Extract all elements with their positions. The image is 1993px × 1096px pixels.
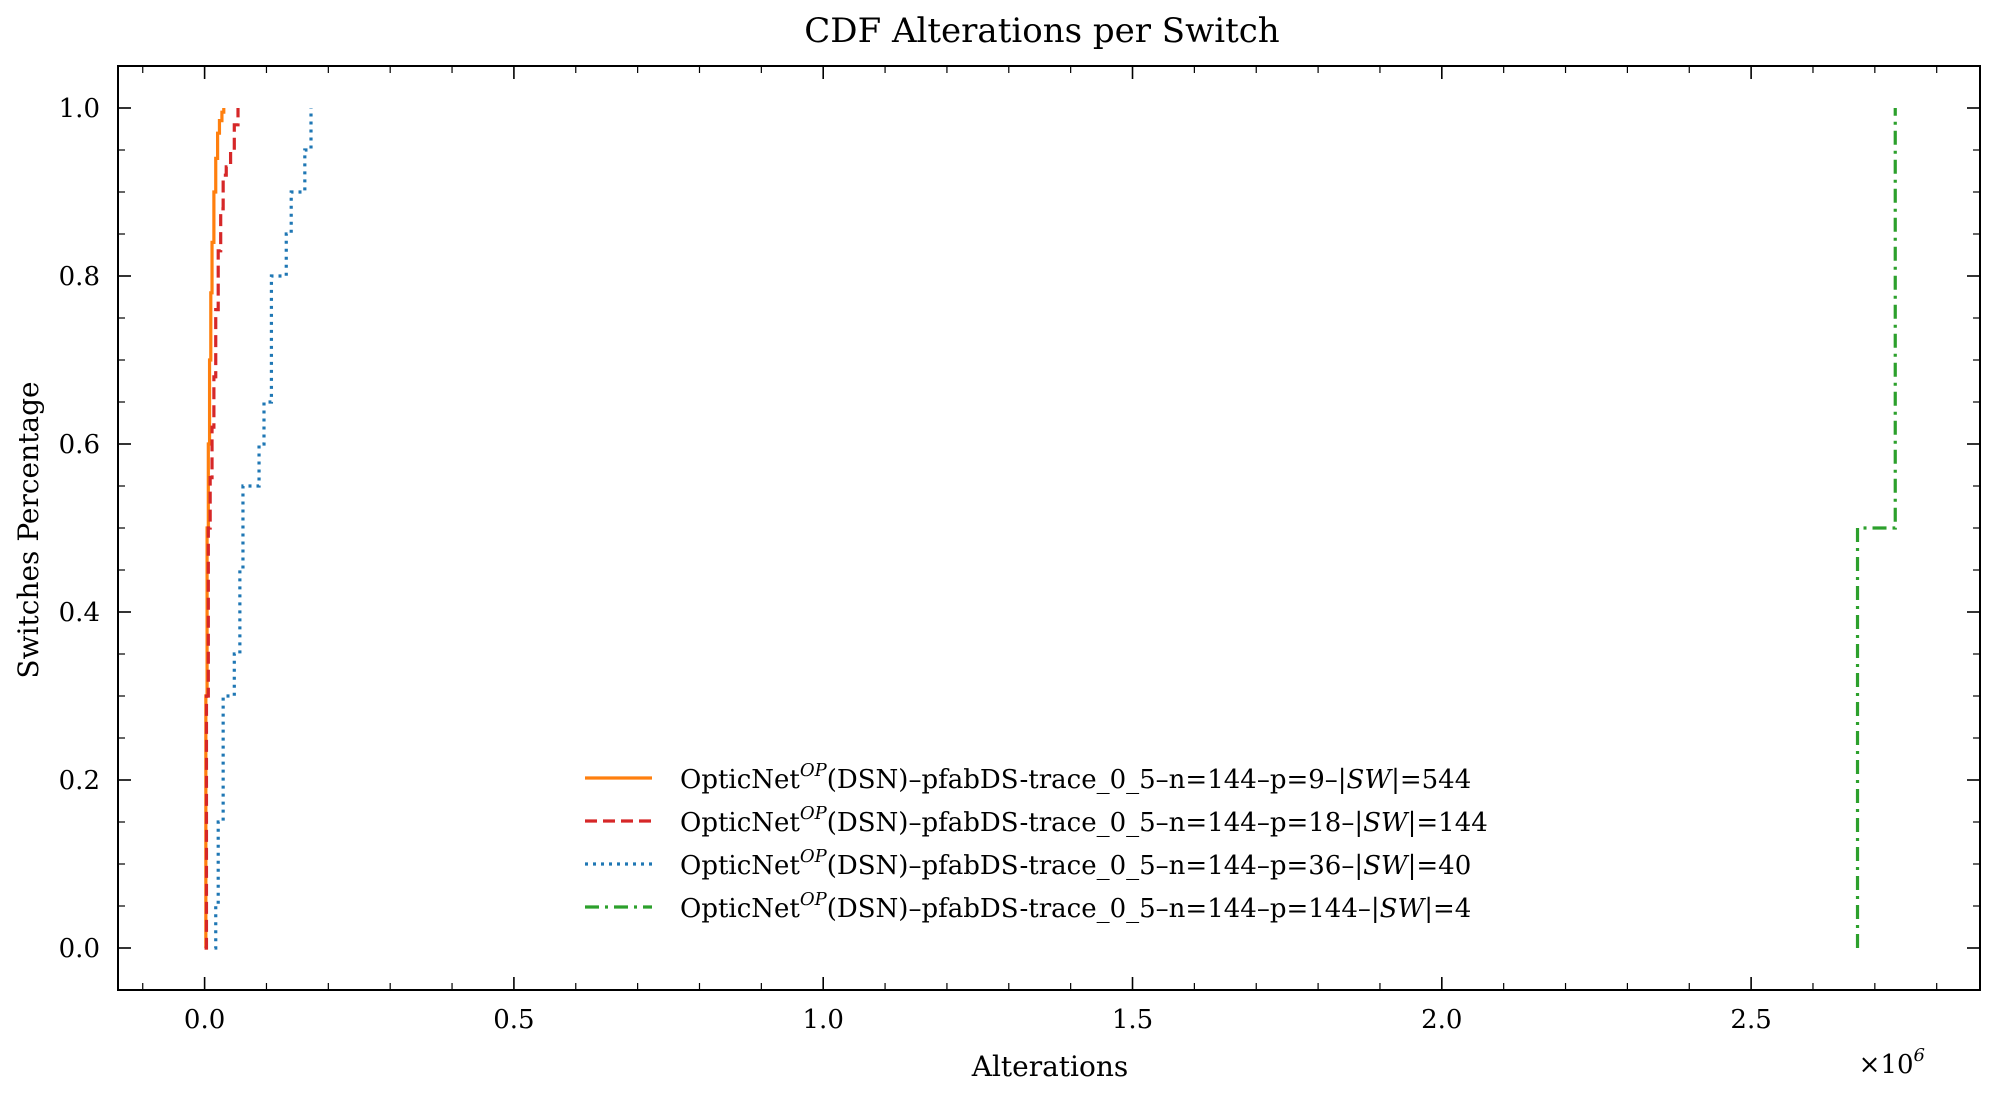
x-tick-label: 0.0: [184, 1005, 225, 1035]
chart-title: CDF Alterations per Switch: [804, 11, 1279, 51]
plot-frame: [117, 65, 1981, 991]
y-axis-label: Switches Percentage: [12, 381, 45, 678]
axis-ticks: 0.0 0.5 1.0 1.5 2.0 2.5 0.0 0.2 0.4 0.6 0.8 1.0: [59, 65, 1980, 1035]
x-tick-label: 1.5: [1112, 1005, 1153, 1035]
x-axis-scale-label: ×106: [1859, 1045, 1925, 1080]
legend-label-2: OpticNetOP(DSN)–pfabDS-trace_0_5–n=144–p…: [680, 803, 1488, 838]
y-tick-label: 0.8: [59, 262, 100, 292]
legend: OpticNetOP(DSN)–pfabDS-trace_0_5–n=144–p…: [585, 760, 1488, 924]
legend-label-3: OpticNetOP(DSN)–pfabDS-trace_0_5–n=144–p…: [680, 846, 1471, 881]
x-tick-label: 0.5: [493, 1005, 534, 1035]
x-tick-label: 1.0: [803, 1005, 844, 1035]
y-tick-label: 0.4: [59, 598, 100, 628]
y-tick-label: 0.0: [59, 934, 100, 964]
x-tick-label: 2.0: [1421, 1005, 1462, 1035]
x-tick-label: 2.5: [1730, 1005, 1771, 1035]
series-group: [204, 108, 1897, 950]
series-line-2: [204, 108, 240, 950]
series-line-3: [214, 108, 313, 950]
legend-label-1: OpticNetOP(DSN)–pfabDS-trace_0_5–n=144–p…: [680, 760, 1471, 795]
x-axis-label: Alterations: [971, 1050, 1129, 1083]
series-line-4: [1855, 108, 1897, 948]
legend-label-4: OpticNetOP(DSN)–pfabDS-trace_0_5–n=144–p…: [680, 889, 1471, 924]
y-tick-label: 1.0: [59, 94, 100, 124]
y-tick-label: 0.2: [59, 766, 100, 796]
y-tick-label: 0.6: [59, 430, 100, 460]
